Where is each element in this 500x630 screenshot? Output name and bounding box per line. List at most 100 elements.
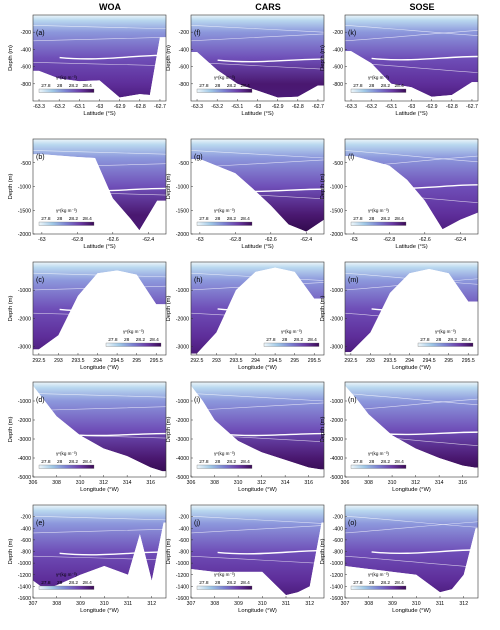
x-axis-label: Longitude (°W) <box>80 608 119 614</box>
colorbar <box>196 221 253 226</box>
isopycnal-contour <box>190 555 325 564</box>
x-axis-label: Latitude (°S) <box>241 244 273 250</box>
y-tick-label: -1200 <box>330 573 343 579</box>
x-axis-label: Longitude (°W) <box>238 487 277 493</box>
axes-frame <box>344 261 479 356</box>
bold-isopycnal-contour <box>371 55 479 61</box>
colorbar <box>263 342 320 347</box>
x-tick-label: 312 <box>99 480 108 486</box>
y-tick-label: -1000 <box>330 288 343 294</box>
seafloor-mask-top <box>33 270 166 355</box>
x-tick-label: 308 <box>364 601 373 607</box>
seafloor-mask-top <box>345 269 478 355</box>
y-tick-label: -500 <box>179 161 189 167</box>
bold-isopycnal-contour <box>59 551 167 556</box>
colorbar-tick-label: 28.4 <box>394 83 404 89</box>
colorbar <box>38 585 95 590</box>
y-tick-label: -1000 <box>176 561 189 567</box>
seafloor-mask-top <box>345 156 478 234</box>
colorbar-tick-label: 28 <box>369 459 375 465</box>
y-tick-label: -2000 <box>176 232 189 238</box>
y-tick-label: -400 <box>179 526 189 532</box>
colorbar-tick-label: 28.2 <box>294 337 304 343</box>
y-tick-label: -4000 <box>18 456 31 462</box>
panel-letter: (o) <box>348 520 357 527</box>
colorbar-tick-label: 27.8 <box>41 83 51 89</box>
colorbar <box>350 221 407 226</box>
y-tick-label: -200 <box>21 30 31 36</box>
colorbar-tick-label: 27.8 <box>41 580 51 586</box>
x-tick-label: 294.5 <box>423 358 436 364</box>
panel-m: -1000 -2000 -3000 292.5 293 293.5 294 294.5 295 2… <box>320 261 479 371</box>
isopycnal-contour <box>344 25 479 36</box>
x-tick-label: 308 <box>210 480 219 486</box>
seafloor-mask-top <box>33 37 166 101</box>
panel-letter: (h) <box>194 277 203 284</box>
colorbar-tick-label: 27.8 <box>199 83 209 89</box>
x-tick-label: 316 <box>146 480 155 486</box>
panel-grid: -200 -400 -600 -800 -63.3 -63.2 -63.1 -63 -62.9 -… <box>8 14 479 614</box>
x-tick-label: 307 <box>29 601 38 607</box>
colorbar-tick-label: 28.4 <box>394 459 404 465</box>
colorbar-label: γⁿ(kg m⁻³) <box>214 75 235 80</box>
y-tick-label: -1400 <box>330 584 343 590</box>
panel-letter: (f) <box>194 30 201 37</box>
colorbar-tick-label: 27.8 <box>353 83 363 89</box>
x-tick-label: 294 <box>405 358 414 364</box>
colorbar-label: γⁿ(kg m⁻³) <box>214 451 235 456</box>
y-tick-label: -1200 <box>18 573 31 579</box>
y-tick-label: -1600 <box>330 596 343 602</box>
y-tick-label: -1000 <box>176 288 189 294</box>
x-tick-label: 311 <box>282 601 290 607</box>
x-tick-label: -63 <box>38 237 46 243</box>
colorbar-tick-label: 28 <box>124 337 130 343</box>
y-tick-label: -5000 <box>18 475 31 481</box>
y-tick-label: -1500 <box>176 208 189 214</box>
colorbar-tick-label: 28 <box>369 83 375 89</box>
isopycnal-contour <box>32 25 167 30</box>
colorbar <box>196 585 253 590</box>
y-tick-label: -600 <box>333 65 343 71</box>
x-tick-label: 308 <box>364 480 373 486</box>
colorbar-tick-label: 28.4 <box>240 83 250 89</box>
x-tick-label: -62.8 <box>134 104 146 110</box>
colorbar <box>38 464 95 469</box>
x-tick-label: -62.6 <box>107 237 119 243</box>
y-axis-label: Depth (m) <box>320 539 326 565</box>
colorbar-tick-label: 27.8 <box>266 337 276 343</box>
y-tick-label: -1400 <box>176 584 189 590</box>
axes-frame <box>32 261 167 356</box>
isopycnal-contour <box>344 521 479 534</box>
seafloor-mask-top <box>345 528 478 598</box>
isopycnal-contour <box>32 393 167 398</box>
y-axis-label: Depth (m) <box>8 539 14 565</box>
x-tick-label: 293 <box>212 358 221 364</box>
colorbar-tick-label: 28 <box>436 337 442 343</box>
isopycnal-contour <box>32 150 167 155</box>
colorbar <box>350 585 407 590</box>
y-tick-label: -3000 <box>176 437 189 443</box>
x-tick-label: -62.6 <box>265 237 277 243</box>
colorbar-tick-label: 28 <box>215 83 221 89</box>
x-tick-label: 295.5 <box>308 358 321 364</box>
axes-frame <box>190 381 325 478</box>
y-tick-label: -2000 <box>330 232 343 238</box>
column-title-woa: WOA <box>99 2 121 12</box>
y-tick-label: -2000 <box>176 418 189 424</box>
colorbar <box>38 221 95 226</box>
isopycnal-contour <box>190 525 325 534</box>
x-tick-label: -63 <box>350 237 358 243</box>
y-axis-label: Depth (m) <box>320 174 326 200</box>
x-tick-label: 316 <box>304 480 313 486</box>
bold-isopycnal-contour <box>217 549 325 555</box>
bold-isopycnal-contour <box>59 54 167 60</box>
colorbar-tick-label: 28.2 <box>381 216 391 222</box>
y-tick-label: -200 <box>179 30 189 36</box>
panel-h: -1000 -2000 -3000 292.5 293 293.5 294 294.5 295 2… <box>166 261 325 371</box>
x-tick-label: -62.4 <box>454 237 466 243</box>
isopycnal-contour <box>32 37 167 42</box>
colorbar <box>417 342 474 347</box>
x-tick-label: 310 <box>76 480 85 486</box>
x-tick-label: -62.8 <box>292 104 304 110</box>
